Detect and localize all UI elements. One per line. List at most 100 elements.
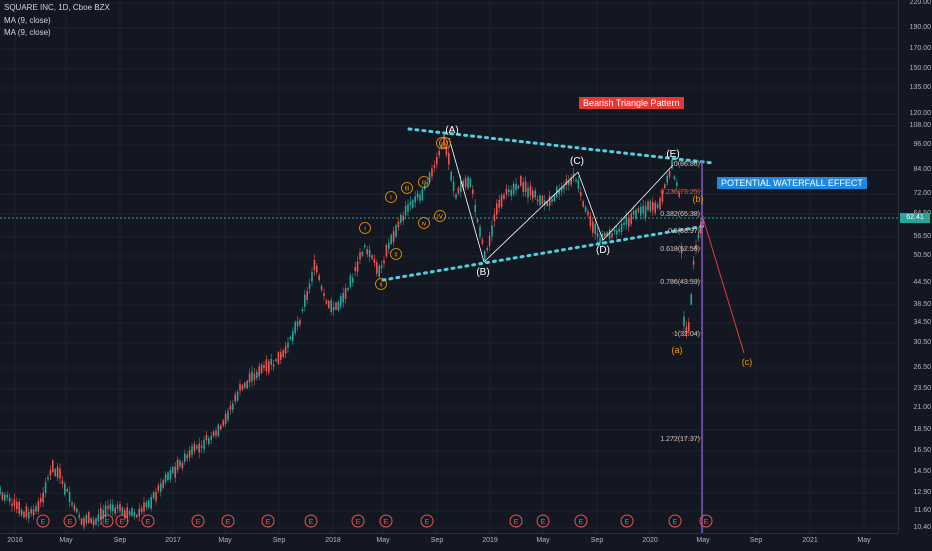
earnings-marker: [63, 514, 77, 528]
candle-body: [256, 371, 258, 379]
candle-body: [66, 488, 68, 492]
waterfall-note[interactable]: POTENTIAL WATERFALL EFFECT: [717, 177, 867, 189]
candle-body: [167, 472, 169, 481]
price-tick-label: 135.00: [909, 84, 931, 91]
earnings-marker: [536, 514, 550, 528]
candle-body: [500, 195, 503, 207]
candle-body: [344, 288, 347, 299]
candle-body: [157, 485, 160, 491]
candle-body: [522, 182, 524, 192]
price-tick-label: 170.00: [909, 45, 931, 52]
candle-body: [308, 283, 311, 289]
candle-body: [35, 506, 37, 512]
bearish-triangle-note[interactable]: Bearish Triangle Pattern: [579, 97, 684, 109]
price-tick-label: 220.00: [909, 0, 931, 6]
price-tick-label: 30.50: [913, 339, 931, 346]
candle-body: [541, 196, 544, 205]
subwave-circle: [418, 176, 430, 188]
candle-body: [616, 230, 618, 235]
candle-body: [695, 244, 697, 250]
candle-body: [200, 445, 203, 448]
candle-body: [637, 207, 640, 213]
candle-body: [277, 351, 280, 364]
candle-body: [352, 277, 354, 283]
price-tick-label: 14.50: [913, 468, 931, 475]
candle-body: [232, 403, 234, 410]
symbol-legend[interactable]: SQUARE INC, 1D, Cboe BZX: [4, 3, 110, 12]
projection-line: [702, 217, 745, 354]
candle-body: [320, 286, 323, 290]
candle-body: [623, 222, 625, 225]
candle-body: [688, 322, 690, 332]
candle-body: [517, 185, 520, 189]
candle-body: [568, 180, 570, 185]
time-axis[interactable]: 2016 May Sep 2017 May Sep 2018 May Sep 2019 May Sep…: [0, 533, 898, 551]
time-tick-label: May: [696, 537, 710, 544]
candle-body: [584, 206, 587, 212]
earnings-marker: [574, 514, 588, 528]
candle-body: [222, 420, 224, 426]
candle-body: [644, 205, 647, 218]
earnings-marker: [351, 514, 365, 528]
candle-body: [102, 509, 104, 519]
candle-body: [673, 176, 676, 180]
price-tick-label: 108.00: [909, 122, 931, 129]
price-tick-label: 16.50: [913, 447, 931, 454]
candle-body: [71, 502, 73, 506]
candle-body: [347, 288, 349, 291]
price-axis[interactable]: 220.00 190.00 170.00 150.00 135.00 120.00 108.…: [898, 0, 932, 533]
earnings-marker-label: E: [384, 519, 389, 526]
subwave-circle: [385, 191, 397, 203]
candle-body: [618, 228, 620, 232]
candle-body: [0, 486, 1, 495]
earnings-marker: [115, 514, 129, 528]
candle-body: [136, 514, 138, 518]
candle-body: [515, 183, 517, 191]
wave-label-D: (D): [596, 245, 610, 256]
candle-body: [114, 507, 116, 514]
candle-body: [448, 152, 450, 165]
candle-body: [510, 190, 512, 196]
wave-line: [483, 171, 579, 263]
chart-area[interactable]: 0(86.86) 0.236(73.25) 0.382(65.38) 0.5(58.9…: [0, 0, 898, 533]
candle-body: [469, 178, 472, 187]
price-chart[interactable]: 0(86.86) 0.236(73.25) 0.382(65.38) 0.5(58.9…: [0, 0, 898, 533]
earnings-marker-label: E: [105, 519, 110, 526]
fib-level-label: 0.236(73.25): [660, 189, 700, 196]
candle-body: [457, 187, 460, 194]
candle-body: [354, 266, 356, 271]
candle-body: [563, 186, 565, 190]
candle-body: [654, 202, 656, 213]
fib-level-label: 1.272(17.37): [660, 436, 700, 443]
ma-indicator-2[interactable]: MA (9, close): [4, 28, 51, 37]
candle-body: [493, 214, 496, 222]
subwave-label: iii: [422, 181, 426, 187]
candle-body: [587, 211, 589, 216]
candle-body: [124, 510, 126, 519]
price-tick-label: 190.00: [909, 24, 931, 31]
candle-body: [580, 192, 582, 196]
candle-body: [340, 295, 342, 307]
time-tick-label: May: [536, 537, 550, 544]
candle-body: [191, 446, 193, 455]
candle-body: [54, 469, 56, 476]
candle-body: [361, 252, 364, 256]
candle-body: [359, 252, 361, 260]
candle-body: [652, 202, 654, 211]
candle-body: [512, 183, 515, 195]
candle-body: [395, 225, 397, 237]
candle-body: [181, 462, 184, 469]
candle-body: [97, 514, 100, 522]
candle-body: [436, 157, 438, 165]
ma-indicator-1[interactable]: MA (9, close): [4, 16, 51, 25]
candle-body: [419, 194, 421, 201]
candle-body: [553, 194, 556, 202]
candle-body: [558, 189, 560, 195]
wave-line: [577, 171, 604, 241]
candle-body: [40, 498, 42, 503]
candle-body: [116, 505, 119, 509]
candle-body: [572, 173, 575, 177]
candle-body: [366, 249, 368, 255]
candle-body: [431, 168, 433, 177]
candle-body: [565, 179, 568, 186]
